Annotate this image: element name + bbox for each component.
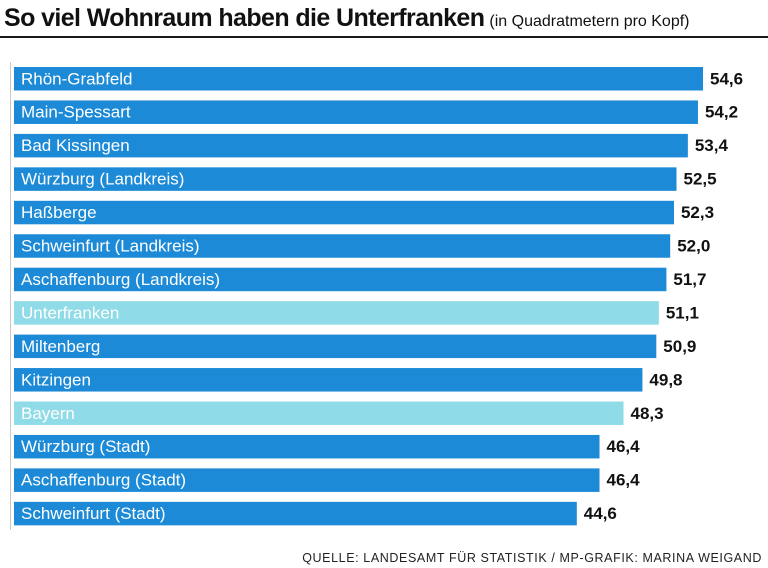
value-label-schweinfurt-stadt: 44,6 (584, 504, 617, 523)
bar-wuerzburg-landkreis (14, 167, 677, 191)
bar-wuerzburg-stadt (14, 434, 600, 459)
category-label-wuerzburg-stadt: Würzburg (Stadt) (21, 437, 150, 456)
value-label-wuerzburg-landkreis: 52,5 (684, 170, 717, 189)
category-label-unterfranken: Unterfranken (21, 303, 119, 322)
value-label-wuerzburg-stadt: 46,4 (607, 437, 641, 456)
value-label-main-spessart: 54,2 (705, 103, 738, 122)
bar-kitzingen (14, 368, 643, 392)
value-label-schweinfurt-landkreis: 52,0 (677, 237, 710, 256)
category-label-rhoen-grabfeld: Rhön-Grabfeld (21, 69, 133, 88)
title-rule (0, 36, 768, 38)
bar-bayern (14, 401, 624, 425)
value-label-hassberge: 52,3 (681, 203, 714, 222)
category-label-miltenberg: Miltenberg (21, 337, 100, 356)
bar-main-spessart (14, 100, 698, 124)
category-label-bad-kissingen: Bad Kissingen (21, 136, 130, 155)
category-label-schweinfurt-landkreis: Schweinfurt (Landkreis) (21, 237, 200, 256)
value-label-aschaffenburg-landkreis: 51,7 (673, 270, 706, 289)
category-label-aschaffenburg-landkreis: Aschaffenburg (Landkreis) (21, 270, 220, 289)
category-label-aschaffenburg-stadt: Aschaffenburg (Stadt) (21, 471, 186, 490)
chart-subtitle: (in Quadratmetern pro Kopf) (489, 13, 690, 30)
bar-miltenberg (14, 334, 657, 359)
category-label-hassberge: Haßberge (21, 203, 97, 222)
bar-bad-kissingen (14, 133, 688, 158)
category-label-wuerzburg-landkreis: Würzburg (Landkreis) (21, 170, 184, 189)
value-label-rhoen-grabfeld: 54,6 (710, 69, 743, 88)
category-label-main-spessart: Main-Spessart (21, 103, 131, 122)
bar-hassberge (14, 200, 674, 225)
value-label-unterfranken: 51,1 (666, 303, 699, 322)
bar-schweinfurt-stadt (14, 501, 577, 526)
category-label-schweinfurt-stadt: Schweinfurt (Stadt) (21, 504, 166, 523)
bar-aschaffenburg-stadt (14, 468, 600, 492)
chart-frame-left (10, 62, 11, 530)
category-label-kitzingen: Kitzingen (21, 370, 91, 389)
value-label-bad-kissingen: 53,4 (695, 136, 729, 155)
bar-rhoen-grabfeld (14, 67, 703, 91)
category-label-bayern: Bayern (21, 404, 75, 423)
bar-unterfranken (14, 301, 659, 325)
value-label-miltenberg: 50,9 (663, 337, 696, 356)
source-note: QUELLE: LANDESAMT FÜR STATISTIK / MP-GRA… (302, 551, 762, 565)
bar-aschaffenburg-landkreis (14, 267, 667, 292)
chart-title: So viel Wohnraum haben die Unterfranken(… (4, 0, 690, 36)
value-label-bayern: 48,3 (631, 404, 664, 423)
chart-title-main: So viel Wohnraum haben die Unterfranken (4, 4, 485, 32)
value-label-aschaffenburg-stadt: 46,4 (607, 471, 641, 490)
bar-schweinfurt-landkreis (14, 234, 671, 258)
value-label-kitzingen: 49,8 (649, 370, 682, 389)
